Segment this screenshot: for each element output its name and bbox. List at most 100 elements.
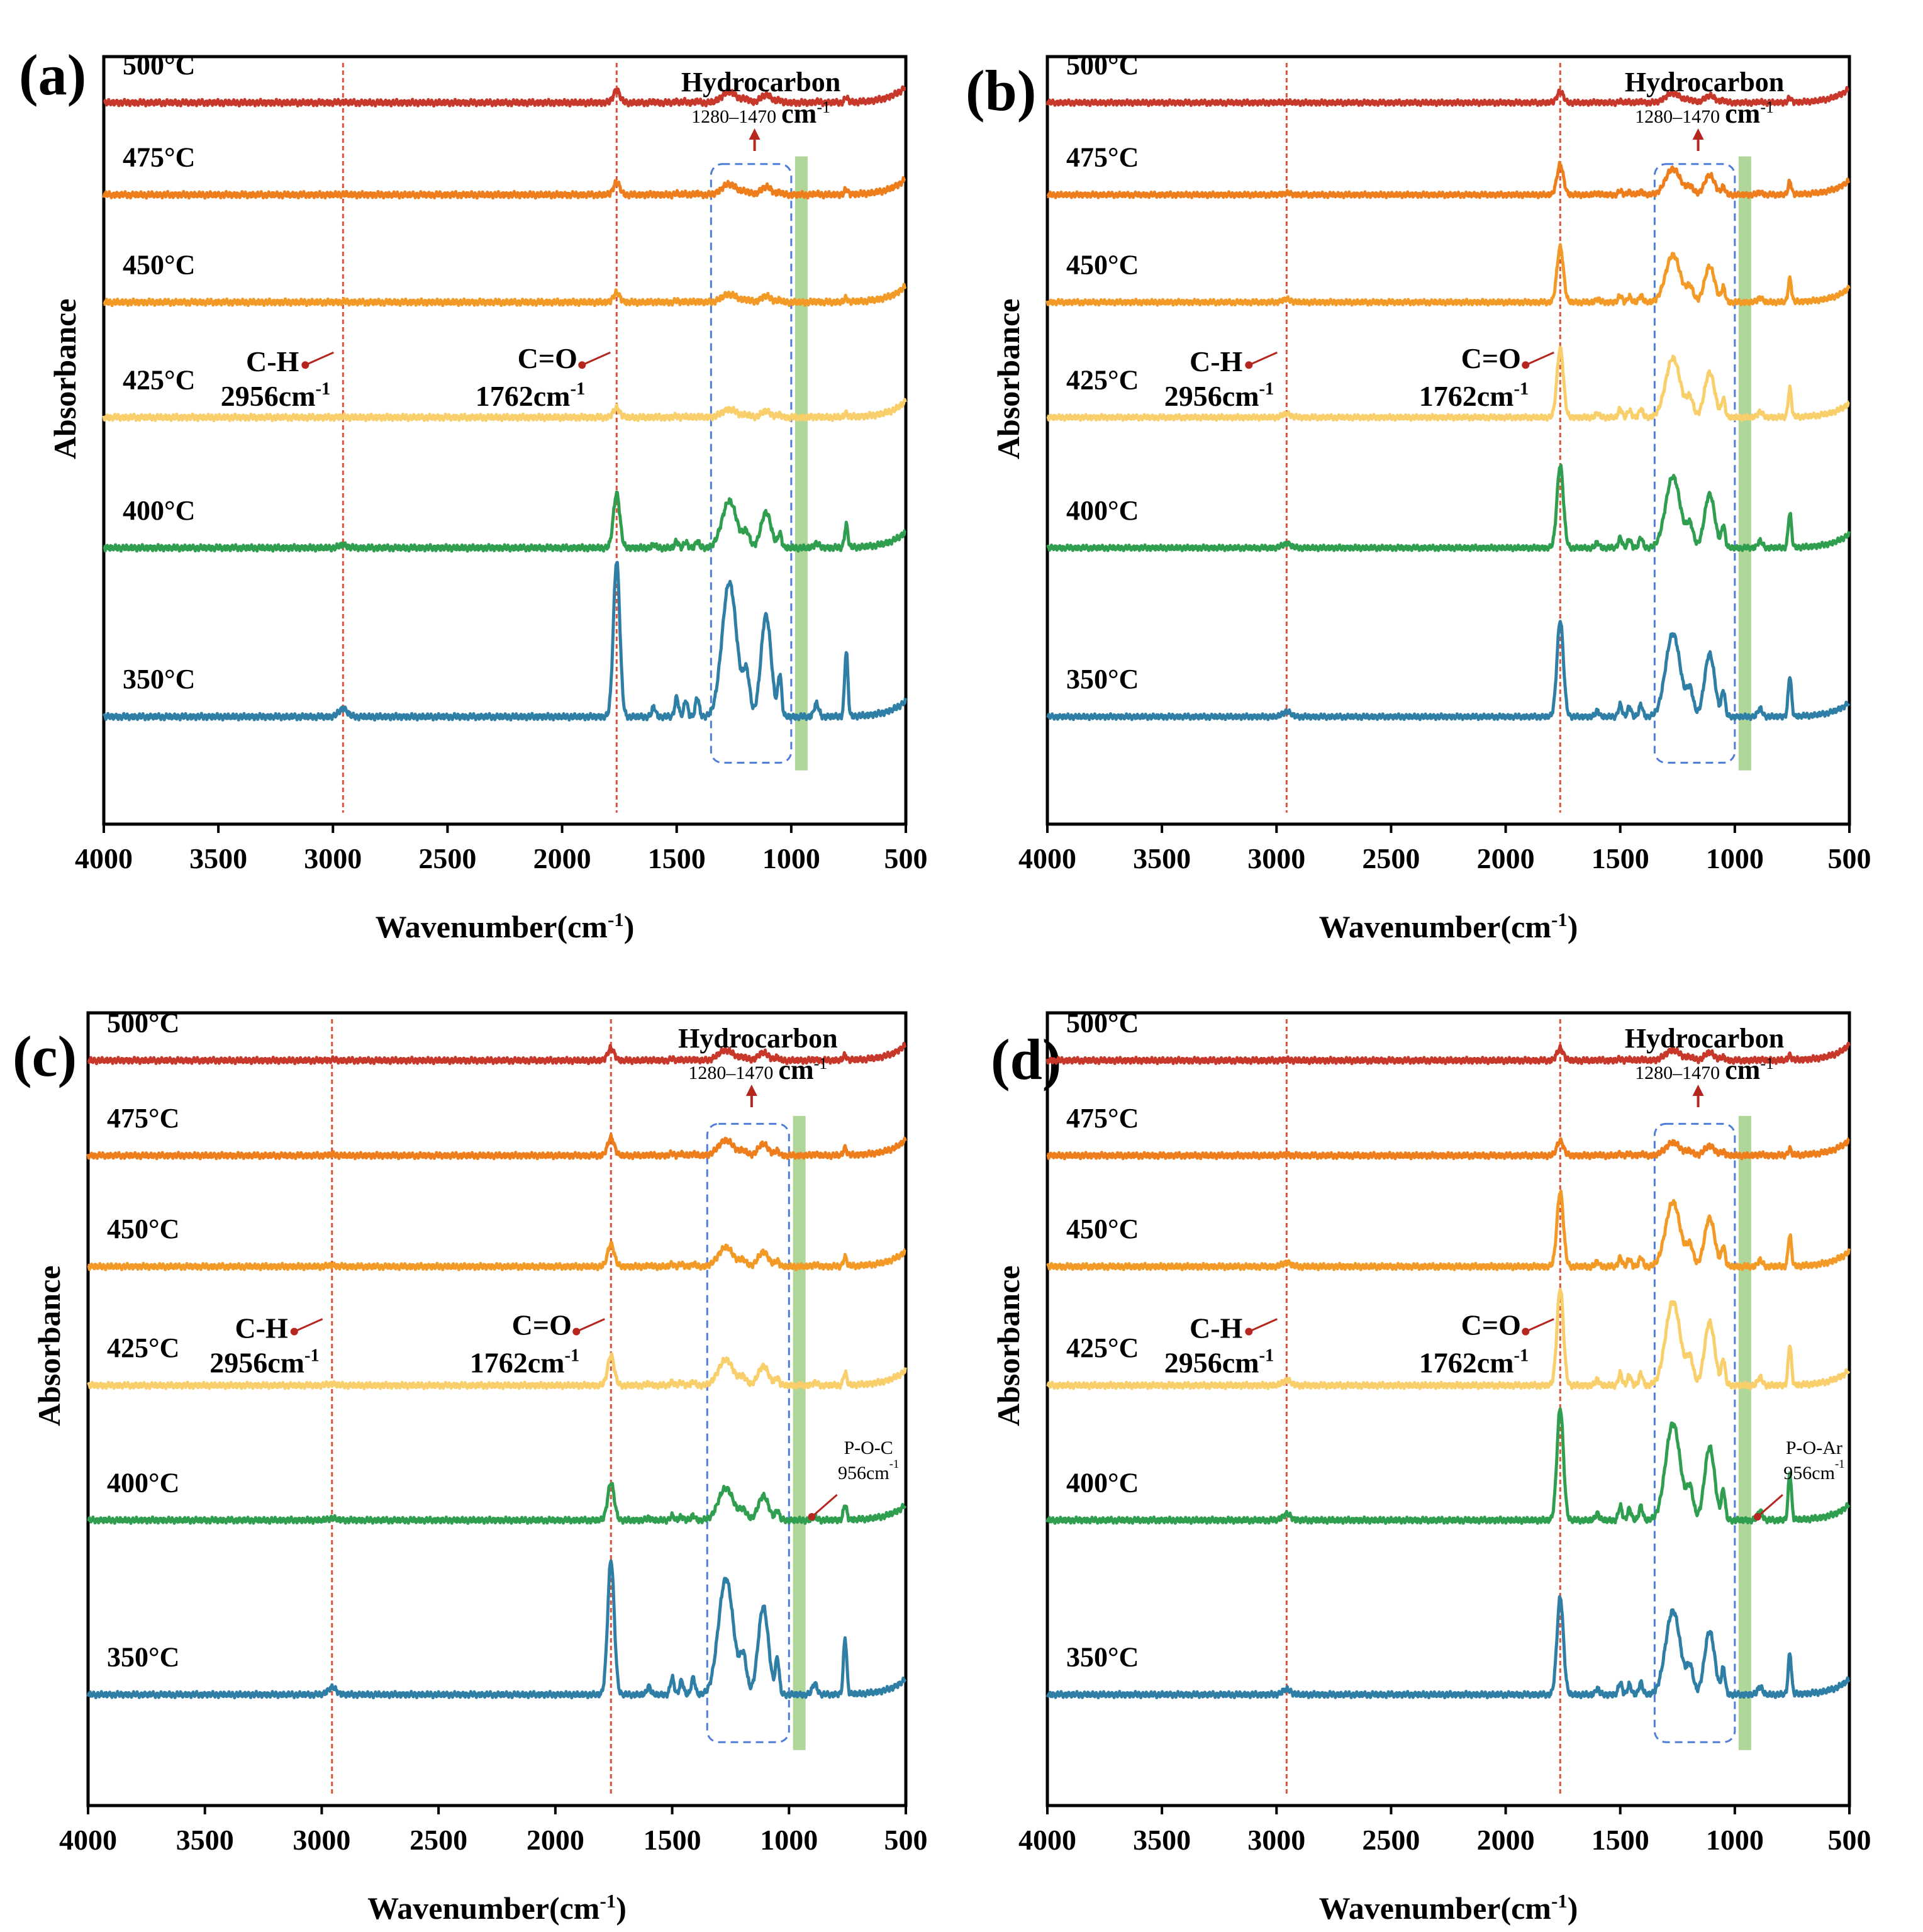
temp-label: 425°C: [107, 1332, 179, 1363]
green-band-956: [794, 156, 808, 771]
plot-frame: [1045, 1011, 1851, 1807]
x-tick-label: 4000: [1018, 1824, 1076, 1856]
green-band-956: [1738, 1115, 1751, 1750]
x-tick-label: 500: [1828, 842, 1871, 874]
spectrum-4: [1045, 1407, 1851, 1525]
temp-label: 400°C: [123, 495, 195, 526]
spectrum-3: [87, 1352, 907, 1390]
ch-value: 2956cm-1: [221, 379, 331, 412]
arrow-head-icon: [572, 1327, 581, 1336]
spectrum-5: [1046, 620, 1851, 722]
co-arrow: [576, 1318, 605, 1332]
temp-label: 475°C: [107, 1103, 179, 1134]
co-value: 1762cm-1: [1419, 1346, 1529, 1379]
spectrum-1: [1046, 1137, 1850, 1161]
spectrum-1: [86, 1133, 907, 1161]
ch-label: C-H: [1190, 1312, 1243, 1344]
x-tick-label: 2500: [1362, 1824, 1420, 1856]
x-tick-label: 1000: [1706, 1824, 1764, 1856]
co-label: C=O: [1461, 1309, 1521, 1341]
x-tick-label: 3500: [1133, 842, 1191, 874]
hydrocarbon-title: Hydrocarbon: [678, 1023, 837, 1054]
poc-value: 956cm-1: [838, 1458, 899, 1483]
spectrum-3: [1046, 1288, 1851, 1390]
temp-label: 500°C: [1066, 1008, 1139, 1039]
x-tick-label: 1500: [644, 1824, 701, 1856]
spectrum-4: [1046, 463, 1851, 552]
temp-label: 450°C: [107, 1214, 179, 1244]
spectrum-5: [1045, 1595, 1851, 1700]
hydrocarbon-title: Hydrocarbon: [1625, 67, 1784, 98]
hydrocarbon-range: 1280–1470 cm-1: [1635, 1054, 1774, 1085]
panel-label: (c): [13, 1024, 77, 1088]
ch-arrow: [1248, 351, 1278, 366]
arrow-head-icon: [808, 1513, 816, 1521]
arrow-head-icon: [1522, 361, 1530, 369]
hydrocarbon-title: Hydrocarbon: [681, 67, 840, 98]
co-label: C=O: [518, 342, 577, 374]
temp-label: 475°C: [1066, 142, 1139, 173]
spectrum-2: [87, 1241, 906, 1271]
x-tick-label: 1500: [648, 842, 706, 874]
panel-c: (c) 500°C 475°C 450°C 425°C 400°C 350°C 4000 350…: [13, 1008, 928, 1926]
spectrum-2: [103, 282, 907, 308]
x-axis-title: Wavenumber(cm-1): [1319, 908, 1578, 944]
arrow-head-icon: [1522, 1327, 1530, 1336]
x-tick-label: 2500: [410, 1824, 467, 1856]
x-tick-label: 500: [884, 842, 928, 874]
spectrum-3: [102, 398, 907, 423]
spectrum-5: [86, 1559, 907, 1700]
spectrum-4: [87, 1482, 907, 1525]
x-tick-label: 3000: [293, 1824, 350, 1856]
x-tick-label: 500: [1828, 1824, 1871, 1856]
hydrocarbon-box: [706, 1122, 790, 1743]
ch-label: C-H: [235, 1312, 288, 1344]
ch-arrow: [1248, 1318, 1278, 1332]
green-band-956: [793, 1115, 806, 1750]
hydrocarbon-box: [1653, 163, 1736, 764]
temp-label: 350°C: [123, 664, 195, 695]
panel-b: (b) 500°C 475°C 450°C 425°C 400°C 350°C 4000 350…: [966, 50, 1871, 944]
hydrocarbon-box: [1653, 1122, 1736, 1743]
hydrocarbon-range: 1280–1470 cm-1: [1635, 98, 1774, 129]
y-axis-title: Absorbance: [47, 299, 82, 460]
x-axis-title: Wavenumber(cm-1): [367, 1890, 627, 1926]
x-tick-label: 3500: [176, 1824, 234, 1856]
arrow-head-icon: [1692, 1085, 1704, 1096]
temp-label: 400°C: [107, 1467, 179, 1498]
temp-label: 500°C: [123, 50, 195, 81]
temp-label: 425°C: [123, 364, 195, 395]
temp-label: 450°C: [1066, 249, 1139, 280]
x-tick-label: 2000: [533, 842, 591, 874]
panel-a: (a) 500°C 475°C 450°C 425°C 400°C 350°C 4000 350…: [19, 43, 928, 944]
x-tick-label: 2500: [418, 842, 476, 874]
temp-label: 475°C: [123, 142, 195, 173]
x-tick-label: 2500: [1362, 842, 1420, 874]
temp-label: 350°C: [1066, 664, 1139, 695]
spectrum-4: [103, 490, 906, 553]
spectrum-0: [103, 85, 906, 108]
x-tick-label: 500: [884, 1824, 928, 1856]
temp-label: 450°C: [1066, 1214, 1139, 1244]
plot-frame: [102, 55, 908, 826]
ch-value: 2956cm-1: [209, 1346, 320, 1379]
x-tick-label: 3000: [1247, 842, 1305, 874]
y-axis-title: Absorbance: [991, 1265, 1026, 1426]
spectrum-2: [1045, 243, 1851, 307]
arrow-head-icon: [1753, 1513, 1761, 1521]
poc-label: P-O-C: [844, 1438, 893, 1458]
hydrocarbon-box: [710, 163, 793, 764]
co-arrow: [1525, 1318, 1554, 1332]
panel-label: (b): [966, 59, 1036, 123]
x-tick-label: 2000: [1477, 1824, 1535, 1856]
hydrocarbon-title: Hydrocarbon: [1625, 1023, 1784, 1054]
x-tick-label: 3500: [189, 842, 247, 874]
arrow-head-icon: [1245, 361, 1253, 369]
temp-label: 425°C: [1066, 1332, 1139, 1363]
co-arrow: [1525, 351, 1554, 366]
arrow-head-icon: [578, 361, 586, 369]
x-tick-label: 4000: [59, 1824, 117, 1856]
co-value: 1762cm-1: [1419, 379, 1529, 412]
hydrocarbon-range: 1280–1470 cm-1: [688, 1054, 827, 1085]
